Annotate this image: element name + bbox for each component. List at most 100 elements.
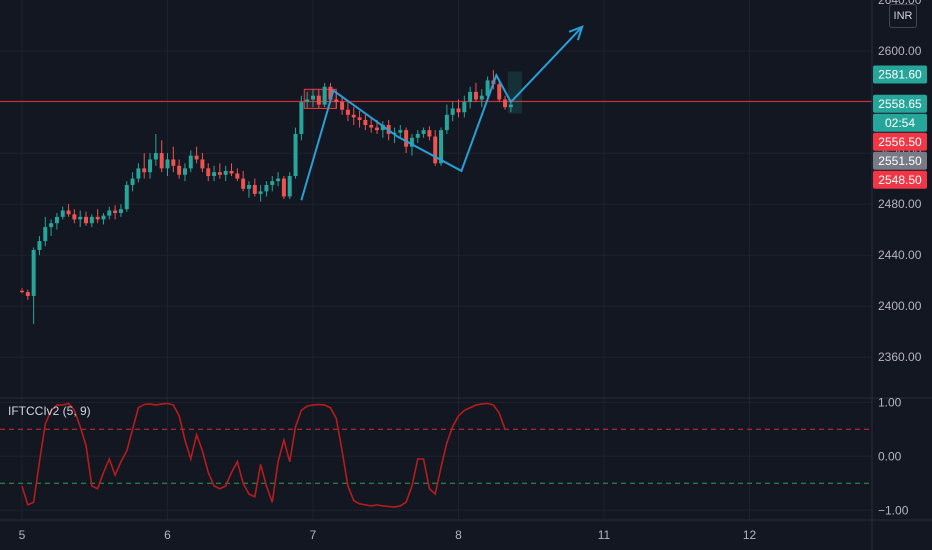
candle: [421, 130, 426, 134]
time-tick-label: 6: [164, 528, 171, 542]
candle: [31, 250, 36, 296]
candle: [136, 168, 141, 179]
price-tag-bg: [873, 170, 927, 189]
candle: [107, 210, 112, 216]
candle: [380, 125, 385, 131]
indicator-tick-label: −1.00: [878, 503, 909, 517]
candle: [194, 155, 199, 160]
candle: [345, 109, 350, 115]
candle: [159, 153, 164, 169]
price-tag: 02:54: [873, 113, 927, 132]
price-tag-label: 2558.65: [878, 97, 922, 111]
price-tag-bg: [873, 94, 927, 113]
candle: [305, 99, 310, 103]
candle: [311, 95, 315, 100]
candle: [293, 133, 298, 177]
indicator-line: [21, 402, 506, 508]
grid: [0, 0, 872, 520]
candle: [113, 210, 118, 214]
arrow-head: [568, 25, 584, 41]
candle: [43, 227, 48, 242]
candle: [468, 91, 473, 103]
candle: [485, 80, 490, 96]
candle: [328, 86, 333, 100]
candle: [200, 159, 205, 169]
candle: [78, 216, 83, 220]
price-pane[interactable]: [0, 25, 872, 325]
price-tag-label: 2581.60: [878, 67, 922, 81]
candle: [334, 99, 339, 103]
candle: [363, 119, 368, 126]
price-tag-label: 2551.50: [878, 154, 922, 168]
time-tick-label: 7: [310, 528, 317, 542]
candle: [130, 178, 135, 185]
price-tag: 2556.50: [873, 132, 927, 151]
candle: [340, 102, 345, 110]
candle: [427, 130, 432, 137]
candle: [409, 137, 414, 147]
time-tick-label: 11: [598, 528, 611, 542]
candle: [433, 136, 438, 164]
candle: [404, 130, 409, 147]
time-tick-label: 12: [743, 528, 757, 542]
price-tag-bg: [873, 113, 927, 132]
candle: [479, 95, 484, 100]
candle: [229, 170, 234, 174]
candle: [206, 168, 211, 177]
candle: [444, 114, 449, 131]
candle: [95, 216, 100, 220]
candle: [276, 178, 281, 182]
candle: [171, 159, 176, 166]
candle: [462, 102, 467, 113]
candle: [177, 165, 182, 175]
candle: [182, 168, 187, 175]
candle: [415, 133, 420, 138]
candle: [66, 210, 71, 215]
price-tag-label: 02:54: [885, 116, 915, 130]
price-tick-label: 2600.00: [878, 44, 922, 58]
candle: [49, 223, 54, 228]
price-tag-label: 2556.50: [878, 135, 922, 149]
candle: [375, 127, 380, 131]
candle: [450, 108, 455, 115]
candle: [241, 178, 246, 189]
candle: [316, 95, 321, 105]
price-tick-label: 2440.00: [878, 248, 922, 262]
price-tick-label: 2400.00: [878, 299, 922, 313]
candle: [89, 216, 94, 224]
candle: [473, 91, 478, 100]
candle: [101, 215, 106, 220]
candle: [72, 214, 77, 220]
price-tag-label: 2548.50: [878, 173, 922, 187]
indicator-title[interactable]: IFTCCIv2 (5, 9): [8, 404, 91, 418]
candle: [37, 241, 42, 251]
candle: [322, 86, 327, 105]
candle: [351, 114, 356, 118]
candle: [287, 176, 292, 197]
candle: [223, 170, 228, 175]
candle: [497, 84, 502, 100]
candle: [188, 155, 193, 169]
candle: [54, 216, 59, 224]
indicator-pane[interactable]: [0, 402, 872, 508]
candle: [258, 191, 263, 194]
candle: [439, 130, 444, 164]
candle: [165, 159, 170, 169]
candle: [60, 210, 65, 217]
time-tick-label: 8: [455, 528, 462, 542]
candle: [398, 130, 403, 133]
candle: [270, 181, 275, 185]
candle: [84, 216, 89, 224]
candle: [25, 292, 30, 296]
candle: [503, 99, 508, 108]
candle: [148, 159, 153, 173]
price-tag: 2581.60: [873, 65, 927, 84]
price-tag: 2558.65: [873, 94, 927, 113]
candle: [281, 178, 286, 197]
candle: [369, 125, 374, 128]
candle: [153, 153, 158, 160]
candle: [212, 172, 217, 177]
currency-badge[interactable]: INR: [889, 4, 917, 28]
